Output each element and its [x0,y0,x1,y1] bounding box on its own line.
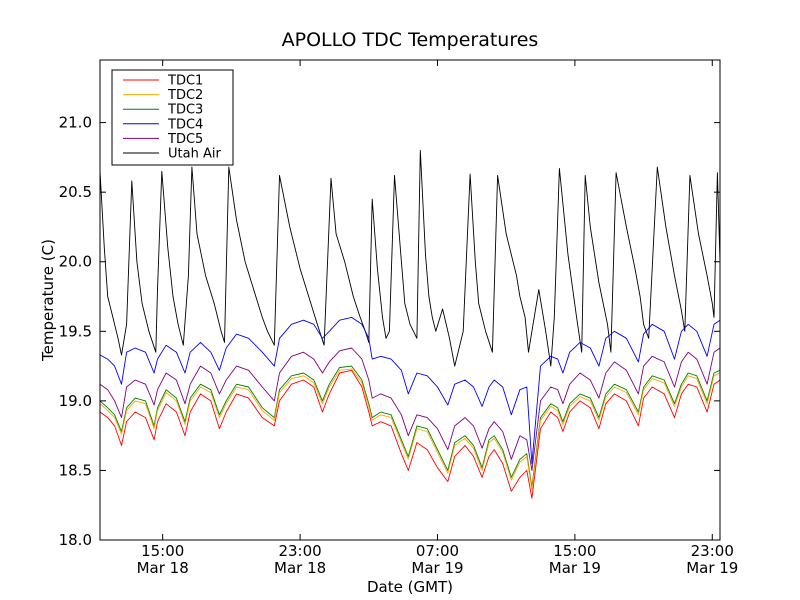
series-line-tdc2 [99,368,721,491]
legend-box [111,69,234,166]
y-tick-label: 18.0 [59,531,92,549]
y-tick-label: 19.5 [59,322,92,340]
chart-title: APOLLO TDC Temperatures [282,29,539,51]
y-axis-label: Temperature (C) [39,239,57,362]
legend-label: TDC2 [167,88,203,103]
x-tick-label-time: 23:00 [278,542,321,560]
y-tick-label: 19.0 [59,392,92,410]
x-tick-label-time: 07:00 [416,542,459,560]
x-tick-label-date: Mar 18 [137,559,189,577]
legend-label: TDC3 [167,103,203,118]
x-tick-label-time: 23:00 [691,542,734,560]
series-line-tdc1 [99,369,721,499]
series-layer [99,149,721,499]
y-tick-label: 21.0 [59,114,92,132]
x-tick-label-date: Mar 19 [549,559,601,577]
y-tick-label: 20.0 [59,253,92,271]
legend-label: TDC4 [167,117,203,132]
x-tick-label-date: Mar 18 [274,559,326,577]
x-tick-label-date: Mar 19 [411,559,463,577]
x-tick-label-date: Mar 19 [686,559,738,577]
x-tick-label-time: 15:00 [141,542,184,560]
legend-label: Utah Air [168,147,221,162]
y-tick-label: 18.5 [59,461,92,479]
series-line-tdc5 [99,347,721,471]
series-line-tdc3 [99,365,721,488]
x-tick-label-time: 15:00 [553,542,596,560]
series-line-tdc4 [99,316,721,464]
y-tick-label: 20.5 [59,183,92,201]
legend-label: TDC5 [167,132,203,147]
x-axis-label: Date (GMT) [367,578,453,596]
plot-frame [99,59,721,541]
series-line-utah-air [99,149,721,367]
legend-label: TDC1 [167,74,203,89]
